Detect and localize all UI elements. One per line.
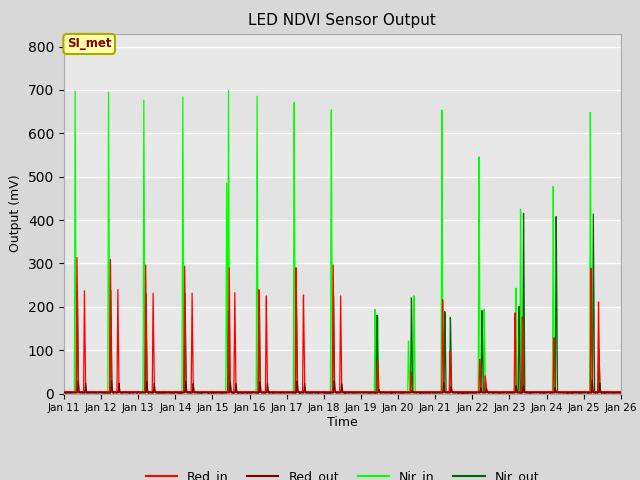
Title: LED NDVI Sensor Output: LED NDVI Sensor Output [248, 13, 436, 28]
Bar [64, 350, 621, 394]
Bar [64, 90, 621, 133]
Legend: Red_in, Red_out, Nir_in, Nir_out: Red_in, Red_out, Nir_in, Nir_out [141, 465, 544, 480]
Y-axis label: Output (mV): Output (mV) [10, 175, 22, 252]
Text: SI_met: SI_met [67, 37, 111, 50]
Bar [64, 264, 621, 307]
Bar [64, 177, 621, 220]
X-axis label: Time: Time [327, 416, 358, 429]
